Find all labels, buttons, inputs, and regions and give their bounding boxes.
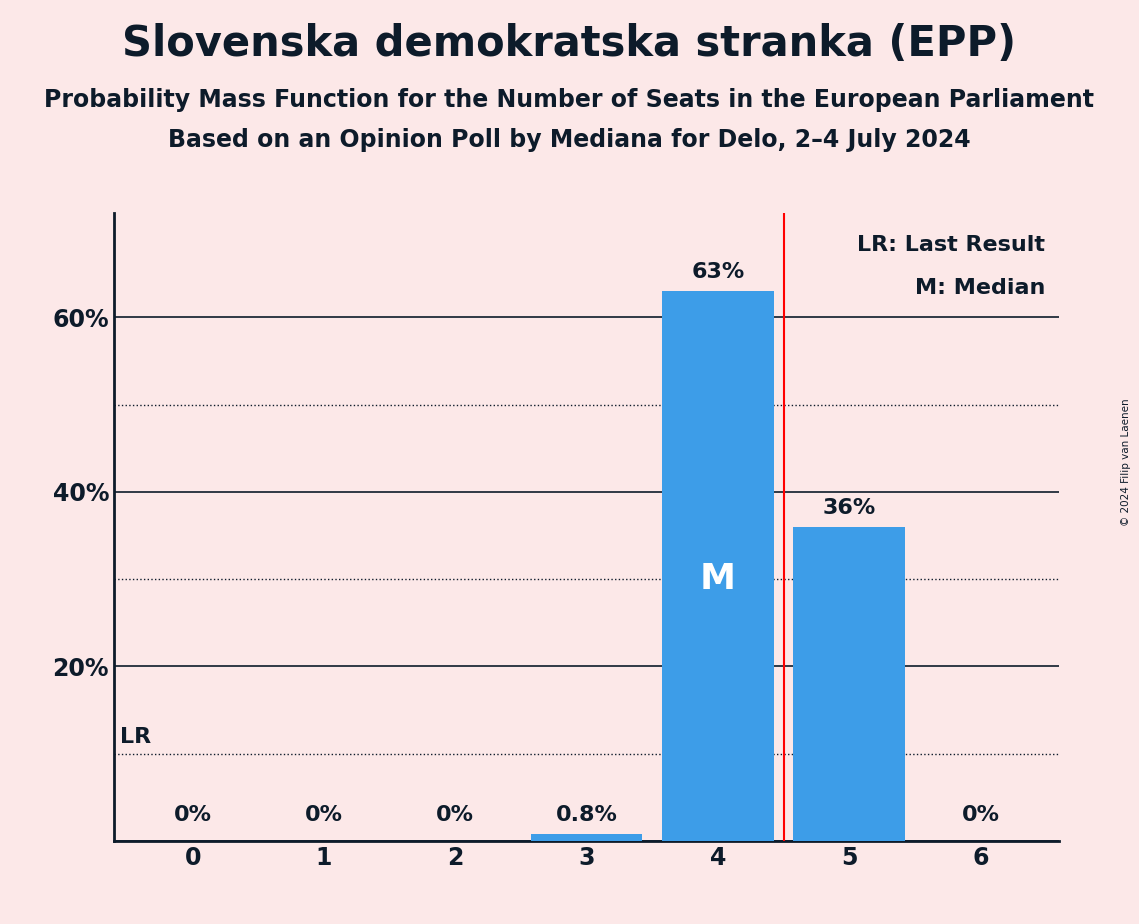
- Text: 0%: 0%: [961, 805, 1000, 825]
- Bar: [794, 527, 906, 841]
- Text: Probability Mass Function for the Number of Seats in the European Parliament: Probability Mass Function for the Number…: [44, 88, 1095, 112]
- Text: M: Median: M: Median: [915, 278, 1046, 298]
- Bar: [662, 291, 773, 841]
- Text: 0%: 0%: [305, 805, 343, 825]
- Text: 0%: 0%: [436, 805, 474, 825]
- Text: M: M: [699, 562, 736, 596]
- Text: © 2024 Filip van Laenen: © 2024 Filip van Laenen: [1121, 398, 1131, 526]
- Text: 0.8%: 0.8%: [556, 805, 617, 825]
- Text: Slovenska demokratska stranka (EPP): Slovenska demokratska stranka (EPP): [122, 23, 1017, 65]
- Text: 0%: 0%: [173, 805, 212, 825]
- Text: 36%: 36%: [822, 498, 876, 518]
- Text: LR: Last Result: LR: Last Result: [857, 235, 1046, 254]
- Bar: [531, 833, 642, 841]
- Text: Based on an Opinion Poll by Mediana for Delo, 2–4 July 2024: Based on an Opinion Poll by Mediana for …: [169, 128, 970, 152]
- Text: 63%: 63%: [691, 262, 745, 283]
- Text: LR: LR: [121, 726, 151, 747]
